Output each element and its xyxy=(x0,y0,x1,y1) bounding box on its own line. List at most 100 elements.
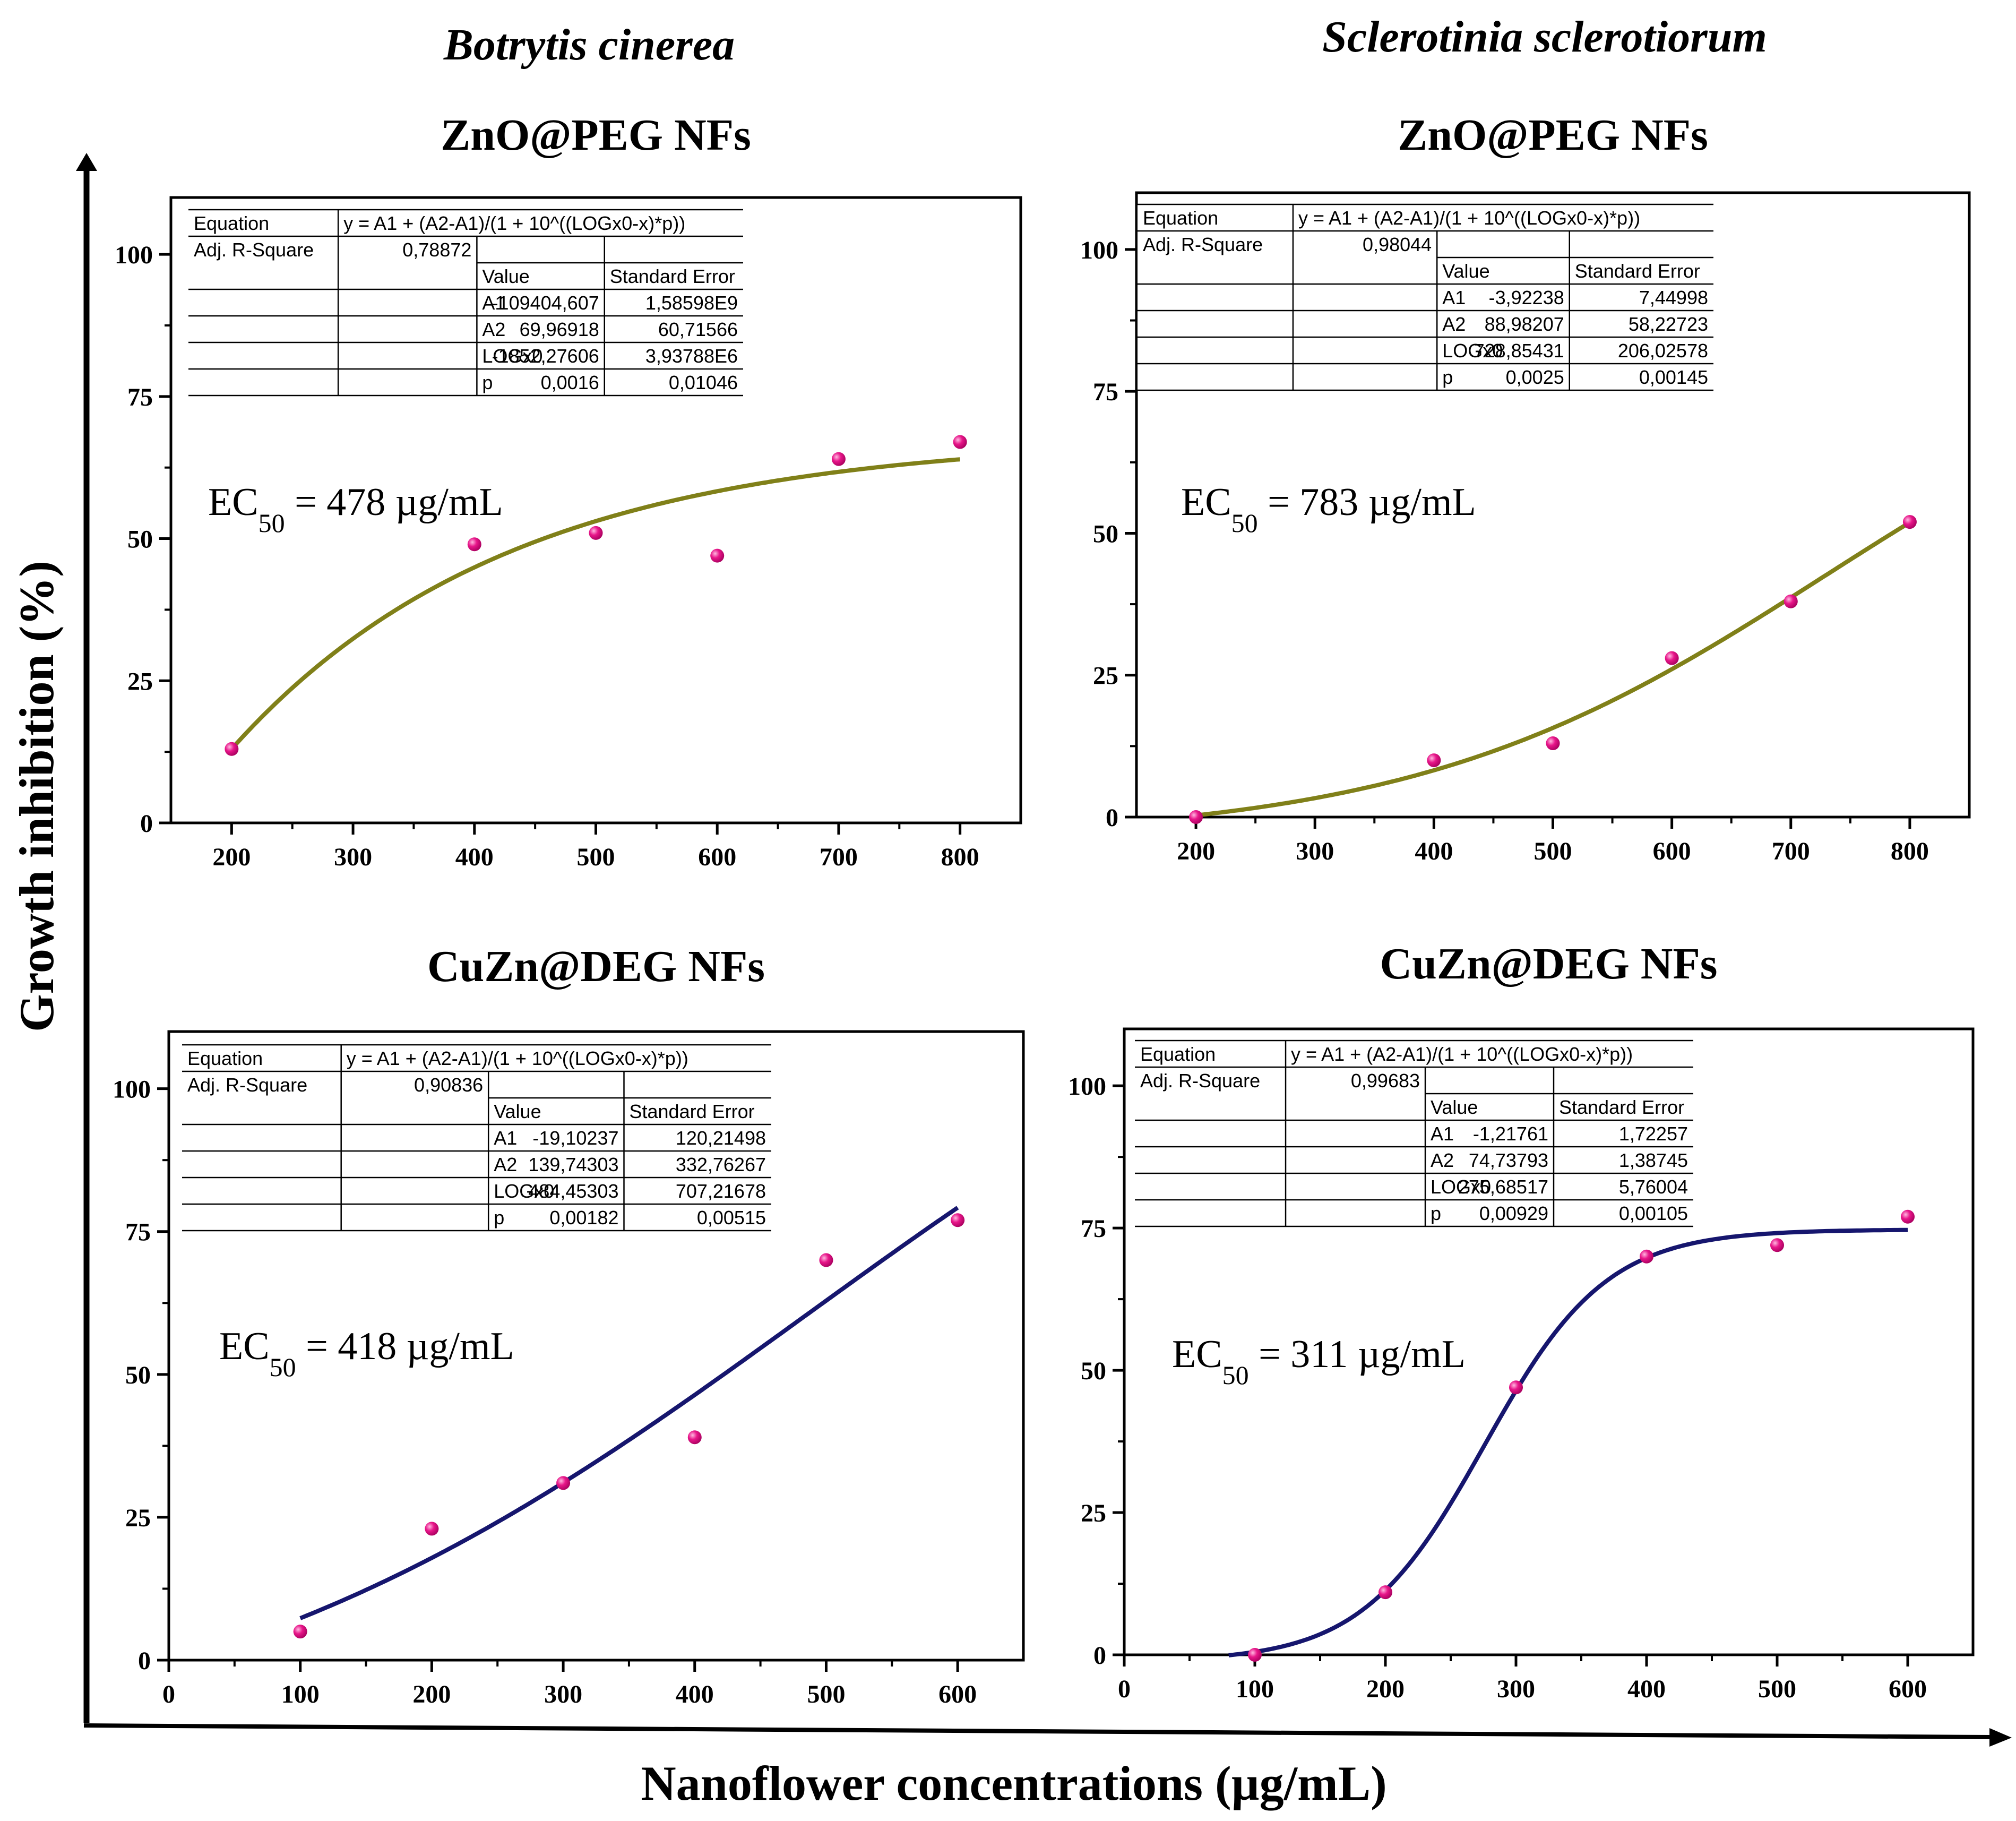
shared-x-axis xyxy=(83,1723,2012,1747)
chart-panel-4: CuZn@DEG NFs 0 25 50 75 100 0 100 200 300 400 500 60… xyxy=(1068,939,1975,1703)
table-background xyxy=(1135,1041,1693,1226)
ec50-value: = 783 µg/mL xyxy=(1258,480,1476,524)
data-point xyxy=(1784,594,1798,608)
x-tick-label: 300 xyxy=(544,1680,582,1708)
data-point xyxy=(831,452,846,466)
chart-panel-3: CuZn@DEG NFs 0 25 50 75 100 0 100 200 300 400 500 60… xyxy=(113,942,1025,1708)
table-param-name: A1 xyxy=(482,292,505,314)
table-equation: y = A1 + (A2-A1)/(1 + 10^((LOGx0-x)*p)) xyxy=(1291,1043,1633,1065)
table-param-value: 275,68517 xyxy=(1458,1176,1548,1198)
table-param-se: 0,00515 xyxy=(697,1207,766,1229)
table-param-value: -19,10237 xyxy=(532,1127,618,1149)
table-param-se: 707,21678 xyxy=(676,1180,766,1202)
y-tick-label: 100 xyxy=(113,1076,151,1104)
y-tick-label: 0 xyxy=(138,1647,151,1675)
table-param-value: 0,0016 xyxy=(541,372,599,393)
table-param-value: 0,00182 xyxy=(549,1207,618,1229)
shared-y-axis xyxy=(76,153,97,1723)
table-param-value: 0,0025 xyxy=(1506,366,1564,388)
ec50-annotation: EC50 = 311 µg/mL xyxy=(1172,1333,1466,1390)
data-point xyxy=(951,1213,965,1227)
table-param-value: 0,00929 xyxy=(1479,1202,1548,1224)
table-param-value: -1,21761 xyxy=(1473,1123,1548,1145)
ec50-annotation: EC50 = 418 µg/mL xyxy=(219,1325,514,1382)
table-col-value: Value xyxy=(494,1101,541,1122)
x-tick-label: 200 xyxy=(212,843,251,871)
x-tick-label: 400 xyxy=(455,843,494,871)
ec50-prefix: EC xyxy=(1172,1333,1222,1376)
fit-curve xyxy=(1228,1227,1908,1657)
table-param-se: 1,72257 xyxy=(1619,1123,1688,1145)
x-tick-label: 500 xyxy=(1534,837,1572,865)
ec50-value: = 418 µg/mL xyxy=(296,1325,514,1368)
y-tick-label: 50 xyxy=(1093,520,1118,548)
table-col-value: Value xyxy=(1431,1096,1478,1118)
table-col-se: Standard Error xyxy=(630,1101,755,1122)
ec50-prefix: EC xyxy=(219,1325,270,1368)
table-equation-label: Equation xyxy=(187,1047,263,1069)
data-point xyxy=(687,1430,702,1445)
fit-parameter-table: Equation y = A1 + (A2-A1)/(1 + 10^((LOGx0… xyxy=(1135,1040,1693,1227)
table-param-se: 206,02578 xyxy=(1618,340,1708,362)
data-point xyxy=(556,1476,571,1490)
x-tick-label: 800 xyxy=(1891,837,1929,865)
x-tick-label: 200 xyxy=(1177,837,1215,865)
table-param-se: 1,38745 xyxy=(1619,1149,1688,1171)
data-point xyxy=(1189,810,1203,824)
y-tick-label: 100 xyxy=(1068,1072,1106,1101)
y-tick-label: 25 xyxy=(127,667,153,695)
table-param-se: 0,00105 xyxy=(1619,1202,1688,1224)
data-point xyxy=(1770,1238,1784,1252)
table-background xyxy=(182,1045,771,1231)
ec50-subscript: 50 xyxy=(270,1352,296,1382)
ec50-annotation: EC50 = 478 µg/mL xyxy=(208,480,503,538)
y-tick-label: 75 xyxy=(125,1218,151,1247)
y-tick-label: 100 xyxy=(115,241,153,269)
table-param-se: 7,44998 xyxy=(1639,287,1708,308)
table-param-value: 728,85431 xyxy=(1474,340,1564,362)
table-background xyxy=(1138,204,1713,390)
table-param-value: -3,92238 xyxy=(1489,287,1564,308)
chart-panel-1: ZnO@PEG NFs 0 25 50 75 100 200 300 400 500 600 700 8… xyxy=(115,110,1022,871)
table-background xyxy=(188,210,743,396)
data-point xyxy=(1546,736,1560,751)
column-title-right: Sclerotinia sclerotiorum xyxy=(1322,12,1767,62)
table-param-name: p xyxy=(1442,366,1453,388)
panel-title: CuZn@DEG NFs xyxy=(1380,939,1718,989)
table-rsq: 0,99683 xyxy=(1351,1070,1420,1092)
x-tick-label: 600 xyxy=(938,1680,977,1708)
table-param-name: A1 xyxy=(1442,287,1466,308)
table-equation: y = A1 + (A2-A1)/(1 + 10^((LOGx0-x)*p)) xyxy=(347,1047,688,1069)
y-tick-label: 50 xyxy=(1081,1357,1106,1385)
column-title-left: Botrytis cinerea xyxy=(443,20,735,70)
data-point xyxy=(1665,651,1679,665)
y-tick-label: 0 xyxy=(1093,1642,1106,1670)
fit-parameter-table: Equation y = A1 + (A2-A1)/(1 + 10^((LOGx0… xyxy=(188,209,743,397)
x-tick-label: 800 xyxy=(941,843,979,871)
table-rsq-label: Adj. R-Square xyxy=(1143,234,1263,255)
x-tick-label: 500 xyxy=(577,843,615,871)
x-tick-label: 700 xyxy=(820,843,858,871)
table-col-se: Standard Error xyxy=(610,265,735,287)
table-rsq: 0,78872 xyxy=(402,239,471,261)
table-equation-label: Equation xyxy=(1143,207,1218,229)
shared-y-label: Growth inhibition (%) xyxy=(10,561,64,1032)
y-tick-label: 75 xyxy=(1093,378,1118,406)
table-param-se: 5,76004 xyxy=(1619,1176,1688,1198)
table-col-value: Value xyxy=(482,265,529,287)
table-param-se: 58,22723 xyxy=(1629,313,1708,335)
ec50-value: = 311 µg/mL xyxy=(1249,1333,1466,1376)
table-param-value: 88,98207 xyxy=(1485,313,1564,335)
y-tick-label: 25 xyxy=(1093,662,1118,690)
x-tick-label: 700 xyxy=(1772,837,1810,865)
table-param-name: p xyxy=(482,372,493,393)
table-equation-label: Equation xyxy=(194,212,269,234)
y-tick-label: 75 xyxy=(1081,1215,1106,1243)
chart-panel-2: ZnO@PEG NFs 0 25 50 75 100 200 300 400 500 600 700 8… xyxy=(1080,110,1971,865)
fit-curve xyxy=(299,1206,959,1620)
table-param-se: 0,01046 xyxy=(669,372,738,393)
fit-parameter-table: Equation y = A1 + (A2-A1)/(1 + 10^((LOGx0… xyxy=(1138,203,1713,391)
y-tick-label: 0 xyxy=(140,810,153,838)
panel-title: CuZn@DEG NFs xyxy=(427,942,765,991)
plot-frame xyxy=(167,1030,1025,1662)
